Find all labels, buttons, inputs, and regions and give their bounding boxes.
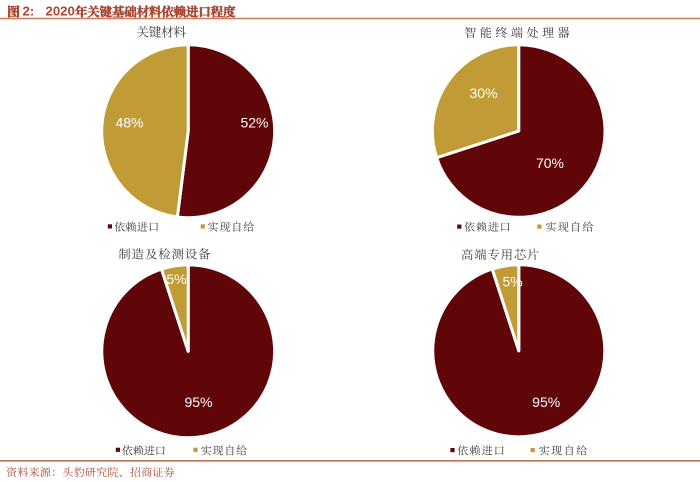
svg-text:2:: 2:: [23, 4, 35, 19]
svg-text:30%: 30%: [469, 85, 497, 101]
svg-text:2020: 2020: [46, 4, 75, 19]
svg-text:95%: 95%: [184, 394, 212, 410]
svg-text:70%: 70%: [536, 155, 564, 171]
svg-text:48%: 48%: [115, 115, 143, 131]
svg-text:5%: 5%: [166, 271, 186, 287]
svg-text:52%: 52%: [240, 115, 268, 131]
svg-text:95%: 95%: [532, 394, 560, 410]
svg-text:5%: 5%: [502, 273, 522, 289]
